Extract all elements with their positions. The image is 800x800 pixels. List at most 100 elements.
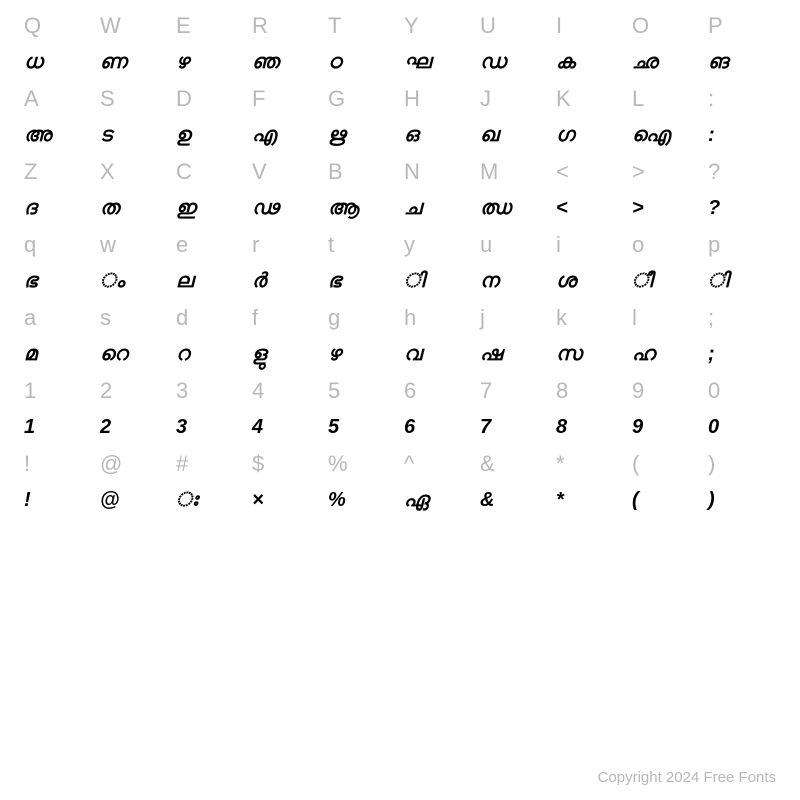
keyboard-key-label: u [476,227,552,264]
key-label-text: 8 [556,378,568,404]
glyph-text: ഢ [252,197,279,220]
glyph-text: 4 [252,416,263,439]
font-glyph: ദ [20,191,96,228]
key-label-text: ! [24,451,30,477]
font-glyph: ഴ [324,337,400,374]
keyboard-key-label: ; [704,300,780,337]
font-glyph: ി [704,264,780,301]
key-label-text: C [176,159,192,185]
glyph-text: ത [100,197,119,220]
font-glyph: % [324,483,400,520]
glyph-text: റ [176,343,189,366]
font-glyph: 3 [172,410,248,447]
keyboard-key-label: $ [248,446,324,483]
keyboard-key-label: e [172,227,248,264]
key-label-text: B [328,159,343,185]
glyph-text: ഘ [404,51,431,74]
keyboard-key-label: 8 [552,373,628,410]
key-label-text: i [556,232,561,258]
glyph-text: ഴ [328,343,341,366]
key-label-text: ( [632,451,639,477]
keyboard-key-label: B [324,154,400,191]
font-glyph: 6 [400,410,476,447]
font-glyph: സ [552,337,628,374]
font-glyph: 0 [704,410,780,447]
font-glyph: ഐ [628,118,704,155]
glyph-text: ഋ [328,124,345,147]
key-label-text: k [556,305,567,331]
keyboard-key-label: T [324,8,400,45]
glyph-text: ? [708,197,720,220]
font-glyph: ച [400,191,476,228]
key-label-text: K [556,86,571,112]
key-label-text: Q [24,13,41,39]
key-label-text: T [328,13,341,39]
font-glyph: 7 [476,410,552,447]
font-glyph: എ [248,118,324,155]
glyph-text: ക [556,51,575,74]
key-label-text: S [100,86,115,112]
glyph-text: സ [556,343,582,366]
glyph-text: ഴ [176,51,189,74]
key-label-text: d [176,305,188,331]
glyph-text: ഏ [404,489,429,512]
glyph-text: 8 [556,416,567,439]
key-label-text: A [24,86,39,112]
key-label-text: J [480,86,491,112]
keyboard-key-label: % [324,446,400,483]
key-label-text: o [632,232,644,258]
font-glyph: ശ [552,264,628,301]
keyboard-key-label: Q [20,8,96,45]
glyph-text: ളു [252,343,266,366]
keyboard-key-label: # [172,446,248,483]
glyph-text: ഝ [480,197,511,220]
keyboard-key-label: H [400,81,476,118]
font-glyph: ഝ [476,191,552,228]
glyph-text: ീ [632,270,652,293]
key-label-text: F [252,86,265,112]
keyboard-key-label: L [628,81,704,118]
key-label-text: 3 [176,378,188,404]
key-label-text: w [100,232,116,258]
glyph-text: 1 [24,416,35,439]
keyboard-key-label: C [172,154,248,191]
keyboard-key-label: a [20,300,96,337]
font-glyph: × [248,483,324,520]
font-glyph: ഘ [400,45,476,82]
keyboard-key-label: Y [400,8,476,45]
key-label-text: P [708,13,723,39]
keyboard-key-label: t [324,227,400,264]
keyboard-key-label: w [96,227,172,264]
key-label-text: a [24,305,36,331]
keyboard-key-label: i [552,227,628,264]
key-label-text: t [328,232,334,258]
font-glyph: 9 [628,410,704,447]
key-label-text: * [556,451,565,477]
font-glyph: ന [476,264,552,301]
font-glyph: ഋ [324,118,400,155]
glyph-text: 6 [404,416,415,439]
keyboard-key-label: M [476,154,552,191]
keyboard-key-label: F [248,81,324,118]
key-label-text: ? [708,159,720,185]
keyboard-key-label: J [476,81,552,118]
keyboard-key-label: 6 [400,373,476,410]
font-glyph: ഢ [248,191,324,228]
keyboard-key-label: @ [96,446,172,483]
font-glyph: ഞ [248,45,324,82]
glyph-text: ഛ [632,51,658,74]
key-label-text: 7 [480,378,492,404]
key-label-text: G [328,86,345,112]
keyboard-key-label: ( [628,446,704,483]
keyboard-key-label: 0 [704,373,780,410]
font-glyph: ീ [628,264,704,301]
font-glyph: ഴ [172,45,248,82]
key-label-text: @ [100,451,122,477]
glyph-text: ഐ [632,124,670,147]
glyph-text: ആ [328,197,358,220]
key-label-text: M [480,159,498,185]
keyboard-key-label: d [172,300,248,337]
key-label-text: ; [708,305,714,331]
key-label-text: l [632,305,637,331]
key-label-text: H [404,86,420,112]
